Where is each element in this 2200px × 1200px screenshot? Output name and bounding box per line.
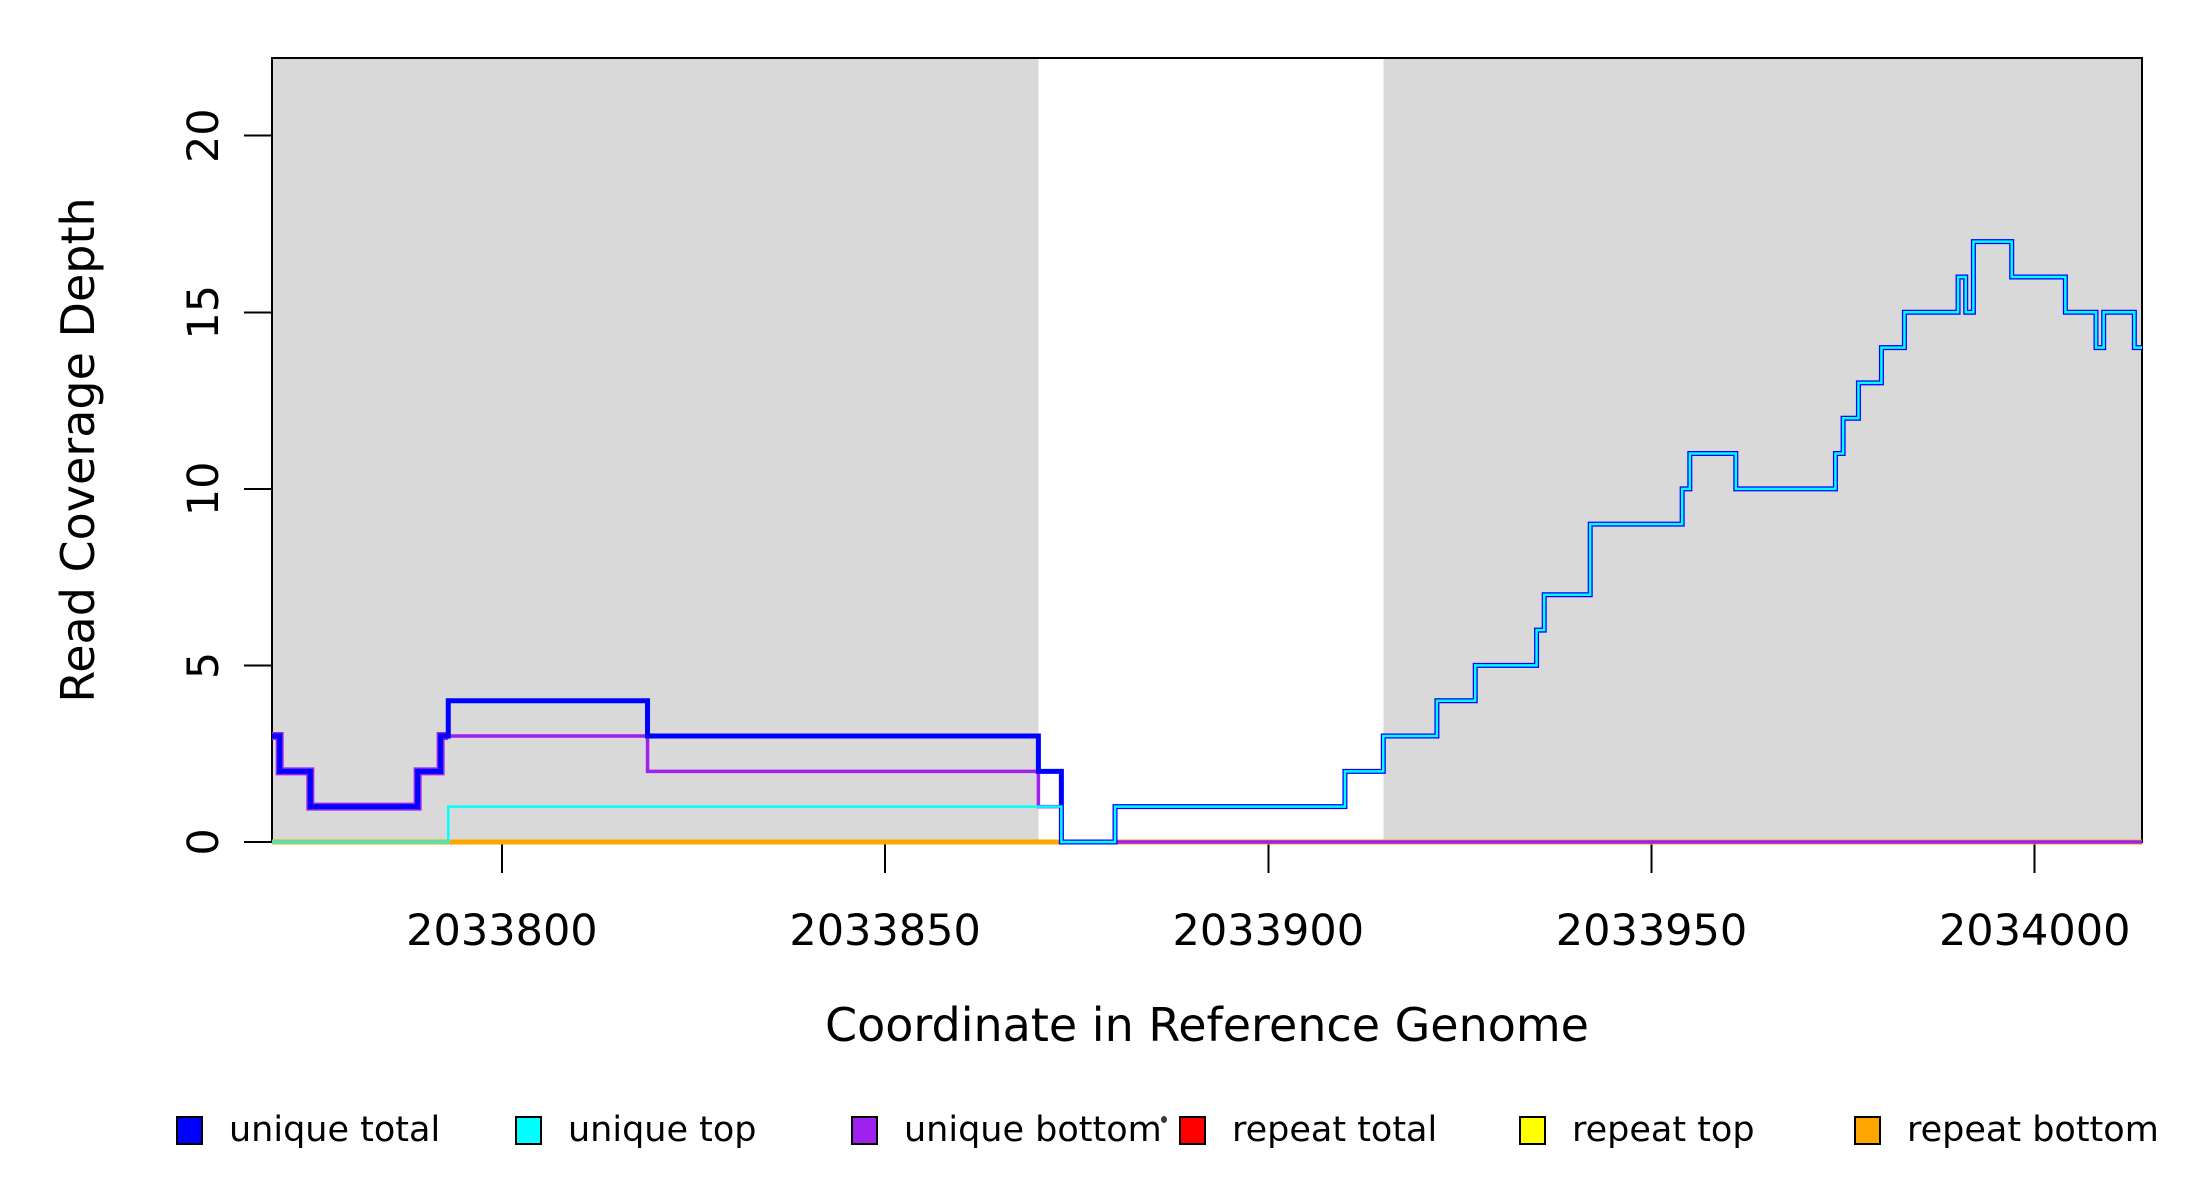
legend-swatch-unique-total bbox=[176, 1115, 203, 1145]
legend-swatch-repeat-top bbox=[1519, 1115, 1546, 1145]
y-tick-label: 20 bbox=[179, 108, 229, 163]
y-axis-title: Read Coverage Depth bbox=[51, 197, 105, 703]
series-unique-top bbox=[272, 240, 2142, 844]
legend-label: repeat top bbox=[1572, 1110, 1755, 1150]
x-tick-label: 2034000 bbox=[1939, 906, 2131, 956]
shaded-region bbox=[272, 58, 1039, 842]
x-tick-label: 2033850 bbox=[789, 906, 981, 956]
y-tick-label: 0 bbox=[179, 828, 229, 855]
legend: unique total unique top unique bottom re… bbox=[0, 1106, 2200, 1166]
x-tick-label: 2033950 bbox=[1556, 906, 1748, 956]
legend-label: repeat total bbox=[1232, 1110, 1438, 1150]
legend-swatch-repeat-bottom bbox=[1854, 1115, 1881, 1145]
legend-swatch-unique-bottom bbox=[851, 1115, 878, 1145]
y-tick-label: 15 bbox=[179, 285, 229, 340]
shaded-region bbox=[1383, 58, 2142, 842]
y-tick-label: 5 bbox=[179, 652, 229, 679]
legend-swatch-unique-top bbox=[515, 1115, 542, 1145]
legend-label: repeat bottom bbox=[1907, 1110, 2159, 1150]
legend-item-unique-total: unique total bbox=[176, 1106, 440, 1154]
legend-label: unique bottom bbox=[904, 1110, 1162, 1150]
legend-swatch-repeat-total bbox=[1179, 1115, 1206, 1145]
legend-label: unique top bbox=[568, 1110, 757, 1150]
legend-item-repeat-top: repeat top bbox=[1519, 1106, 1755, 1154]
y-tick-label: 10 bbox=[179, 461, 229, 516]
x-axis-title: Coordinate in Reference Genome bbox=[825, 998, 1589, 1052]
legend-label: unique total bbox=[229, 1110, 441, 1150]
legend-item-unique-bottom: unique bottom bbox=[851, 1106, 1162, 1154]
x-tick-label: 2033900 bbox=[1173, 906, 1365, 956]
legend-item-repeat-total: repeat total bbox=[1179, 1106, 1437, 1154]
legend-item-repeat-bottom: repeat bottom bbox=[1854, 1106, 2159, 1154]
legend-item-unique-top: unique top bbox=[515, 1106, 757, 1154]
x-tick-label: 2033800 bbox=[406, 906, 598, 956]
stray-dot bbox=[1161, 1116, 1167, 1123]
